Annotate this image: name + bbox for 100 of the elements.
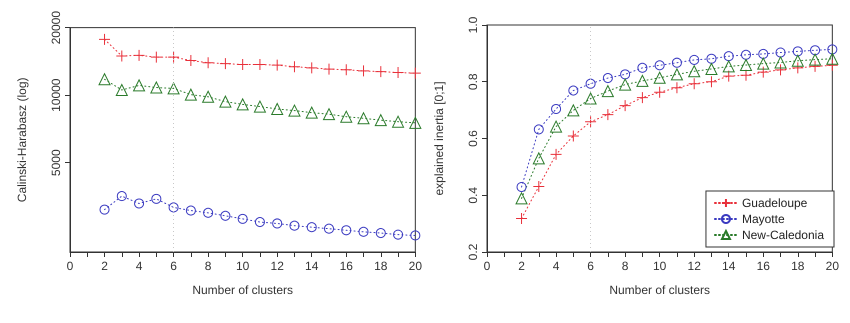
point — [202, 90, 214, 103]
x-tick-label: 16 — [340, 259, 354, 273]
point — [392, 66, 404, 79]
x-tick-label: 20 — [826, 259, 840, 273]
point — [236, 98, 249, 110]
x-axis-title: Number of clusters — [192, 283, 294, 297]
point — [184, 88, 197, 101]
point — [550, 148, 562, 160]
y-tick-label: 20000 — [49, 10, 63, 44]
point — [374, 66, 387, 78]
point — [324, 224, 334, 234]
point — [670, 82, 683, 94]
point — [619, 78, 632, 91]
point — [584, 116, 597, 128]
legend-label: New-Caledonia — [742, 228, 824, 242]
point — [774, 56, 787, 68]
point — [774, 64, 787, 76]
point — [551, 104, 562, 114]
point — [516, 212, 528, 225]
point — [532, 180, 545, 192]
point — [98, 73, 111, 86]
point — [532, 152, 545, 164]
point — [722, 70, 735, 82]
point — [809, 60, 822, 72]
point — [636, 92, 648, 104]
point — [289, 220, 300, 231]
point — [98, 33, 111, 46]
point — [288, 60, 300, 73]
point — [410, 230, 420, 240]
point — [792, 54, 804, 67]
y-tick-label: 1.0 — [466, 16, 480, 34]
point — [133, 79, 146, 92]
point — [254, 58, 266, 71]
point — [202, 56, 214, 69]
point — [322, 63, 335, 76]
point — [758, 48, 768, 59]
point — [654, 72, 666, 84]
x-tick-label: 10 — [652, 259, 667, 273]
point — [602, 108, 614, 121]
point — [705, 76, 718, 88]
point — [672, 58, 682, 68]
x-tick-label: 8 — [622, 259, 629, 273]
point — [236, 58, 249, 71]
x-tick-label: 20 — [408, 259, 422, 273]
point — [705, 62, 718, 75]
point — [792, 62, 804, 74]
point — [409, 67, 422, 80]
y-axis-title: Calinski-Harabasz (log) — [15, 77, 29, 202]
point — [184, 54, 197, 66]
point — [409, 116, 422, 129]
point — [358, 226, 369, 237]
point — [550, 120, 562, 133]
x-axis-title: Number of clusters — [609, 283, 710, 297]
y-tick-label: 5000 — [49, 149, 63, 176]
x-tick-label: 16 — [756, 259, 770, 273]
point — [288, 104, 300, 117]
point — [567, 104, 580, 116]
y-tick-label: 0.2 — [466, 243, 480, 260]
point — [358, 112, 370, 124]
point — [534, 124, 544, 134]
point — [306, 222, 317, 232]
point — [689, 54, 700, 65]
point — [670, 68, 683, 80]
point — [254, 217, 265, 228]
point — [516, 182, 527, 192]
point — [376, 228, 386, 238]
point — [341, 225, 352, 236]
point — [150, 51, 162, 64]
point — [810, 45, 820, 56]
point — [654, 86, 666, 98]
point — [654, 60, 665, 70]
y-axis-title: explained inertia [0;1] — [432, 81, 446, 196]
point — [134, 198, 144, 209]
point — [826, 52, 838, 65]
x-tick-label: 10 — [236, 259, 250, 273]
legend-label: Mayotte — [742, 212, 785, 226]
point — [620, 69, 630, 80]
point — [100, 204, 110, 215]
point — [516, 192, 528, 204]
point — [203, 208, 214, 218]
point — [688, 78, 700, 90]
point — [740, 59, 752, 72]
point — [220, 210, 230, 221]
point — [238, 214, 248, 224]
point — [740, 69, 752, 82]
point — [254, 100, 266, 113]
y-tick-label: 0.4 — [466, 186, 480, 204]
point — [688, 65, 700, 78]
x-tick-label: 14 — [305, 259, 319, 273]
x-tick-label: 6 — [170, 259, 178, 273]
point — [776, 48, 786, 58]
legend-label: Guadeloupe — [742, 196, 808, 210]
x-tick-label: 6 — [587, 259, 594, 273]
point — [826, 59, 838, 72]
x-tick-label: 4 — [136, 259, 143, 273]
point — [322, 108, 335, 120]
x-tick-label: 8 — [204, 259, 212, 273]
point — [116, 191, 127, 202]
point — [358, 64, 370, 77]
point — [219, 96, 232, 108]
